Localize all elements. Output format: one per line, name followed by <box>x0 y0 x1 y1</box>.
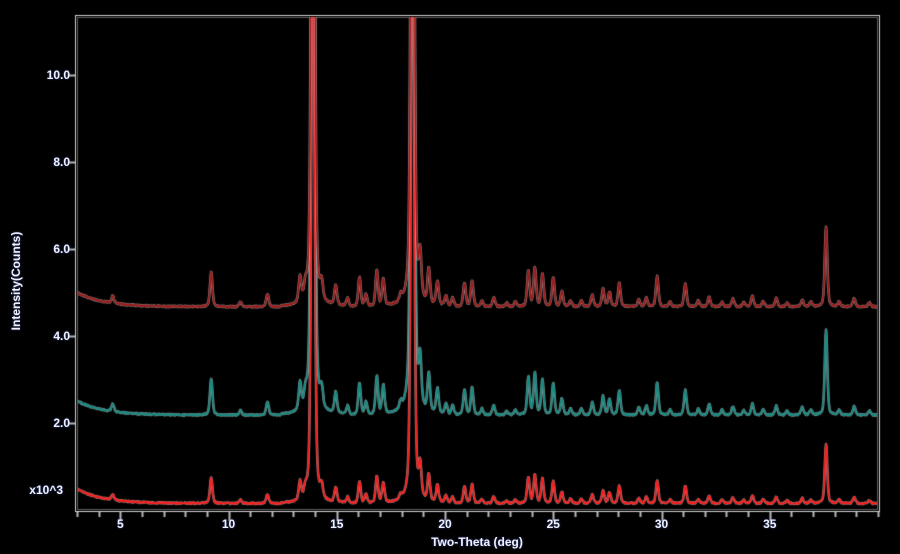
y-tick-label: 2.0 <box>53 415 70 430</box>
x-tick-label: 25 <box>546 517 560 531</box>
x-tick-label: 5 <box>116 517 124 531</box>
x-tick-label: 30 <box>654 517 669 531</box>
y-axis-multiplier-label: x10^3 <box>29 483 63 497</box>
x-tick-label: 35 <box>763 517 777 531</box>
y-tick-label: 8.0 <box>53 154 70 169</box>
y-tick-label: 6.0 <box>53 241 70 256</box>
x-axis-title: Two-Theta (deg) <box>431 535 523 549</box>
y-tick-label: 10.0 <box>46 67 70 82</box>
x-tick-label: 20 <box>438 517 452 531</box>
x-tick-label: 10 <box>221 517 236 531</box>
y-tick-label: 4.0 <box>53 328 70 343</box>
x-tick-label: 15 <box>330 517 344 531</box>
y-axis-title: Intensity(Counts) <box>9 231 23 331</box>
